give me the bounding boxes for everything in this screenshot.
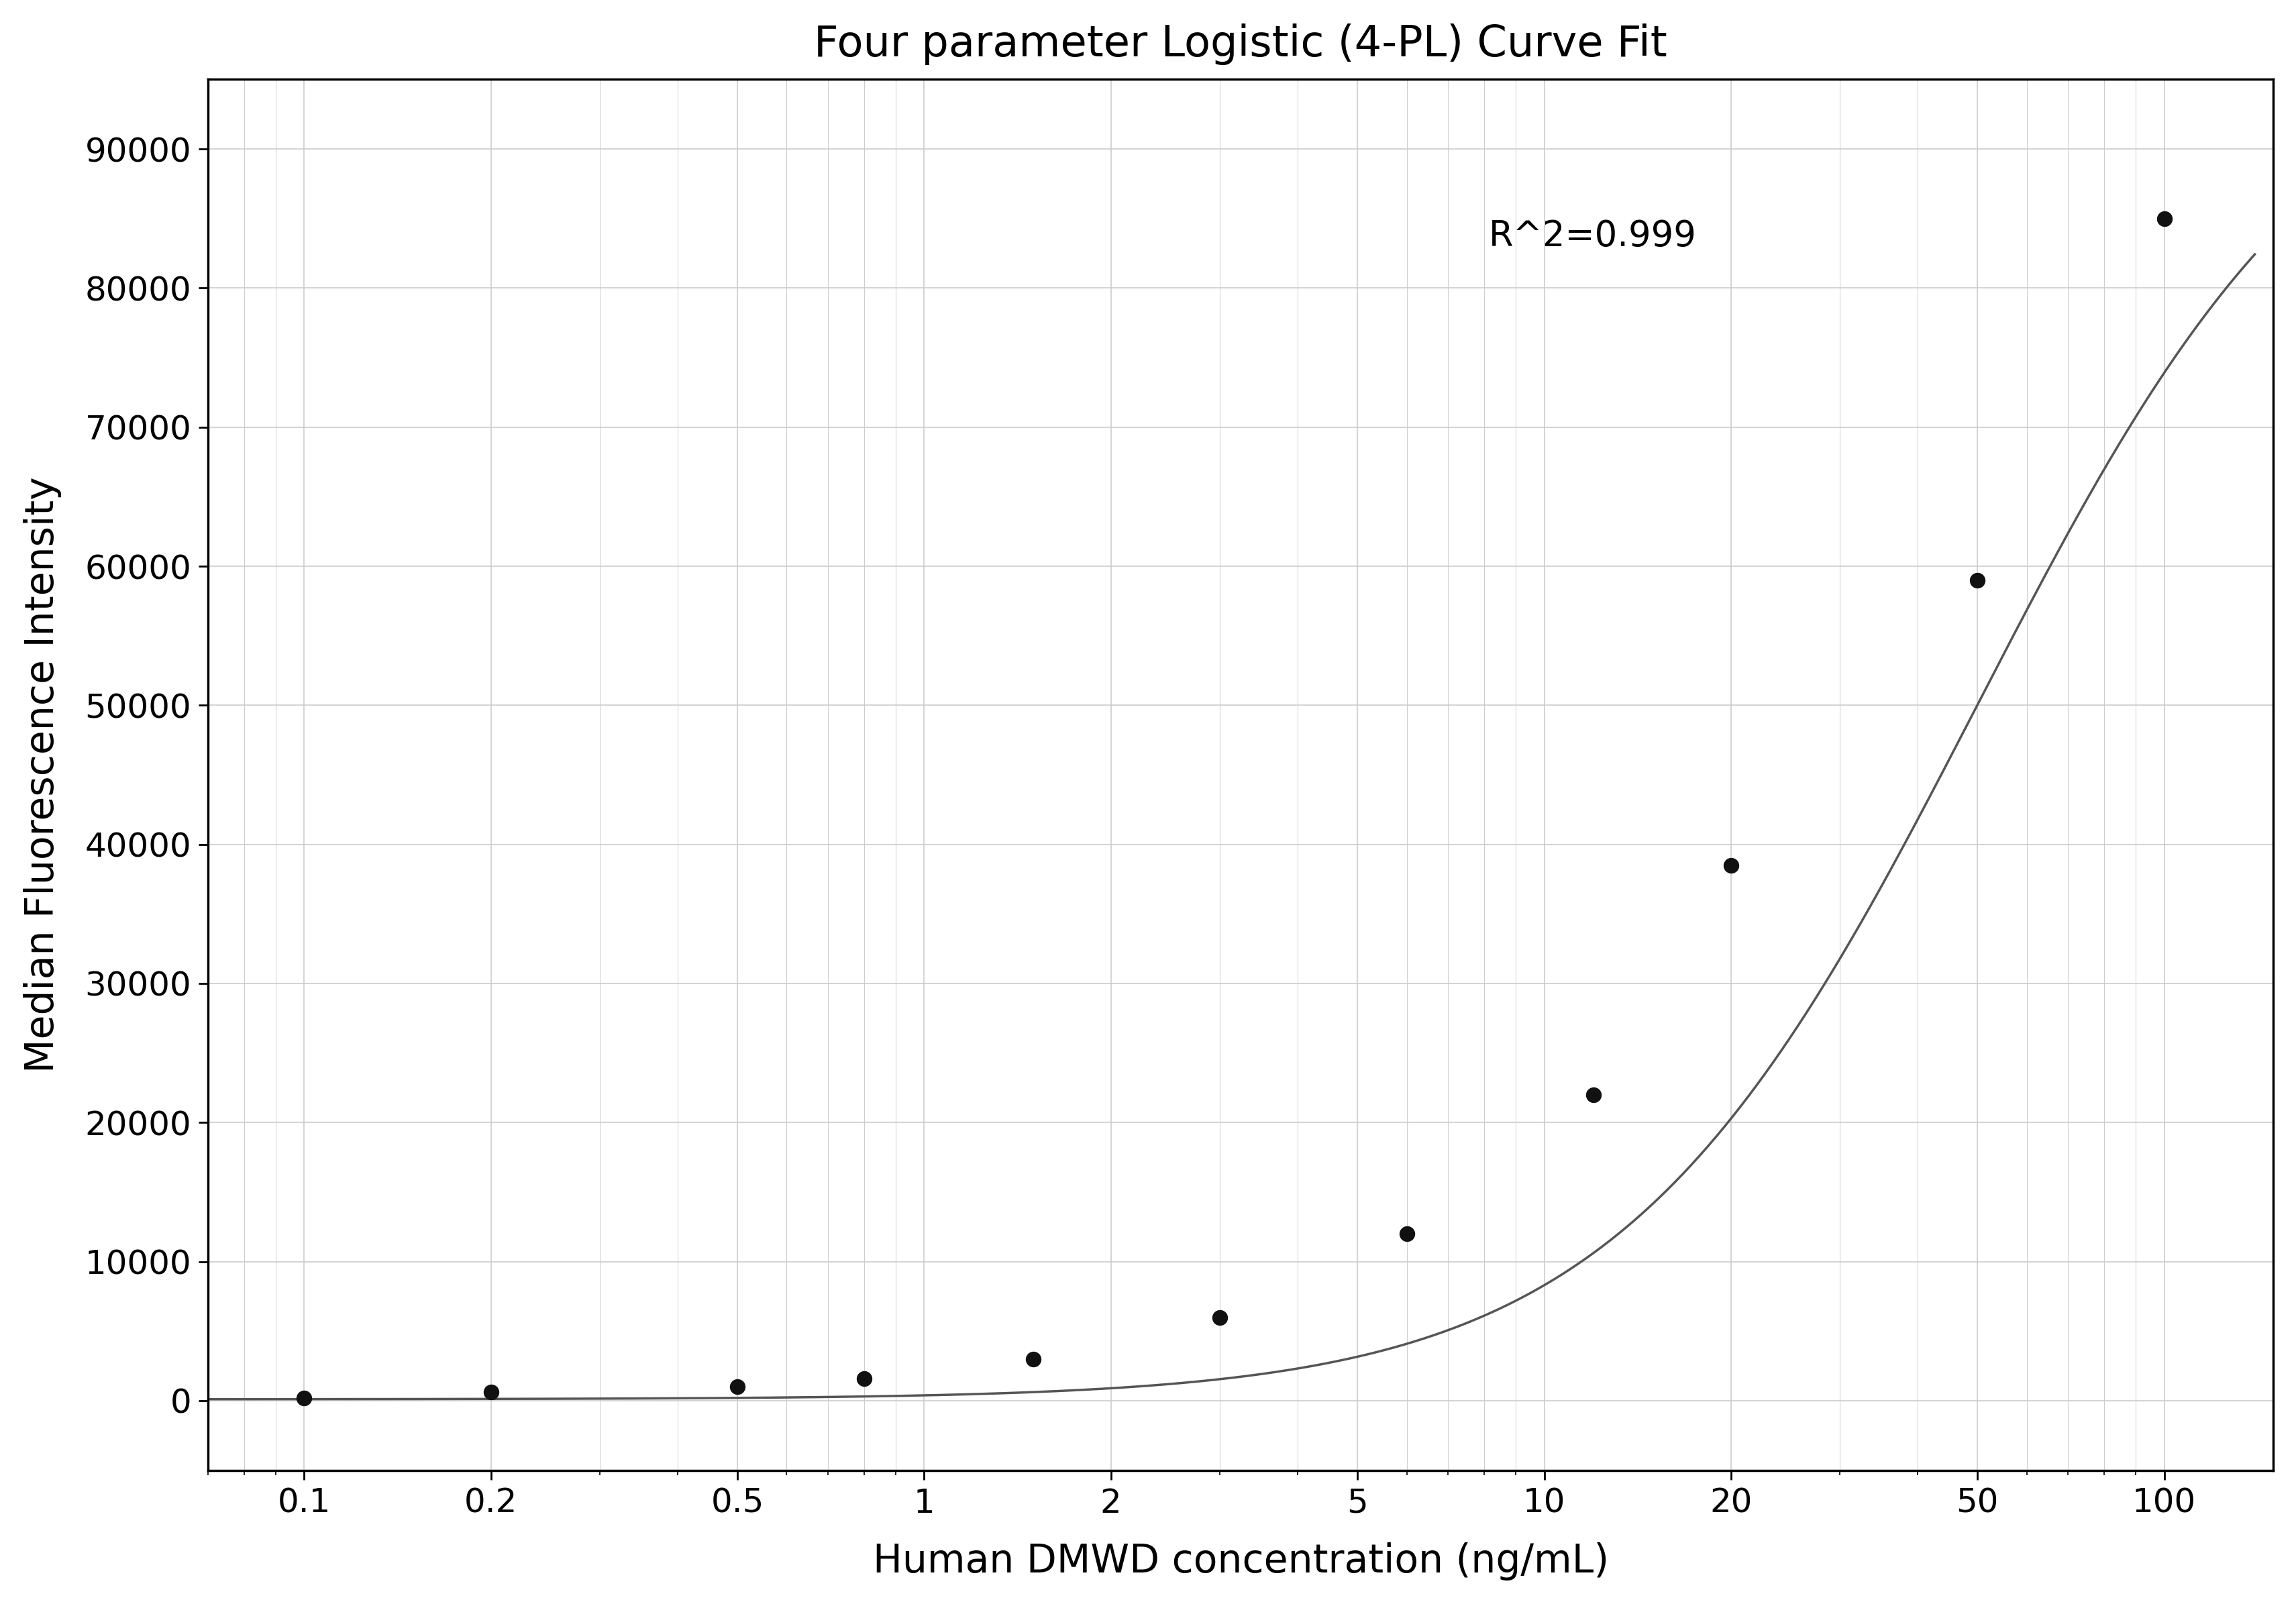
Point: [719, 1375, 755, 1400]
Point: [1015, 1346, 1052, 1371]
Point: [1387, 1221, 1424, 1246]
Point: [1958, 568, 1995, 593]
Point: [473, 1379, 510, 1405]
Point: [1201, 1304, 1238, 1330]
Point: [1575, 1081, 1612, 1107]
Point: [2144, 205, 2181, 231]
Point: [285, 1384, 321, 1410]
Y-axis label: Median Fluorescence Intensity: Median Fluorescence Intensity: [23, 476, 62, 1073]
X-axis label: Human DMWD concentration (ng/mL): Human DMWD concentration (ng/mL): [872, 1543, 1609, 1580]
Text: R^2=0.999: R^2=0.999: [1488, 218, 1697, 253]
Title: Four parameter Logistic (4-PL) Curve Fit: Four parameter Logistic (4-PL) Curve Fit: [813, 24, 1667, 64]
Point: [845, 1365, 882, 1391]
Point: [1713, 852, 1750, 877]
